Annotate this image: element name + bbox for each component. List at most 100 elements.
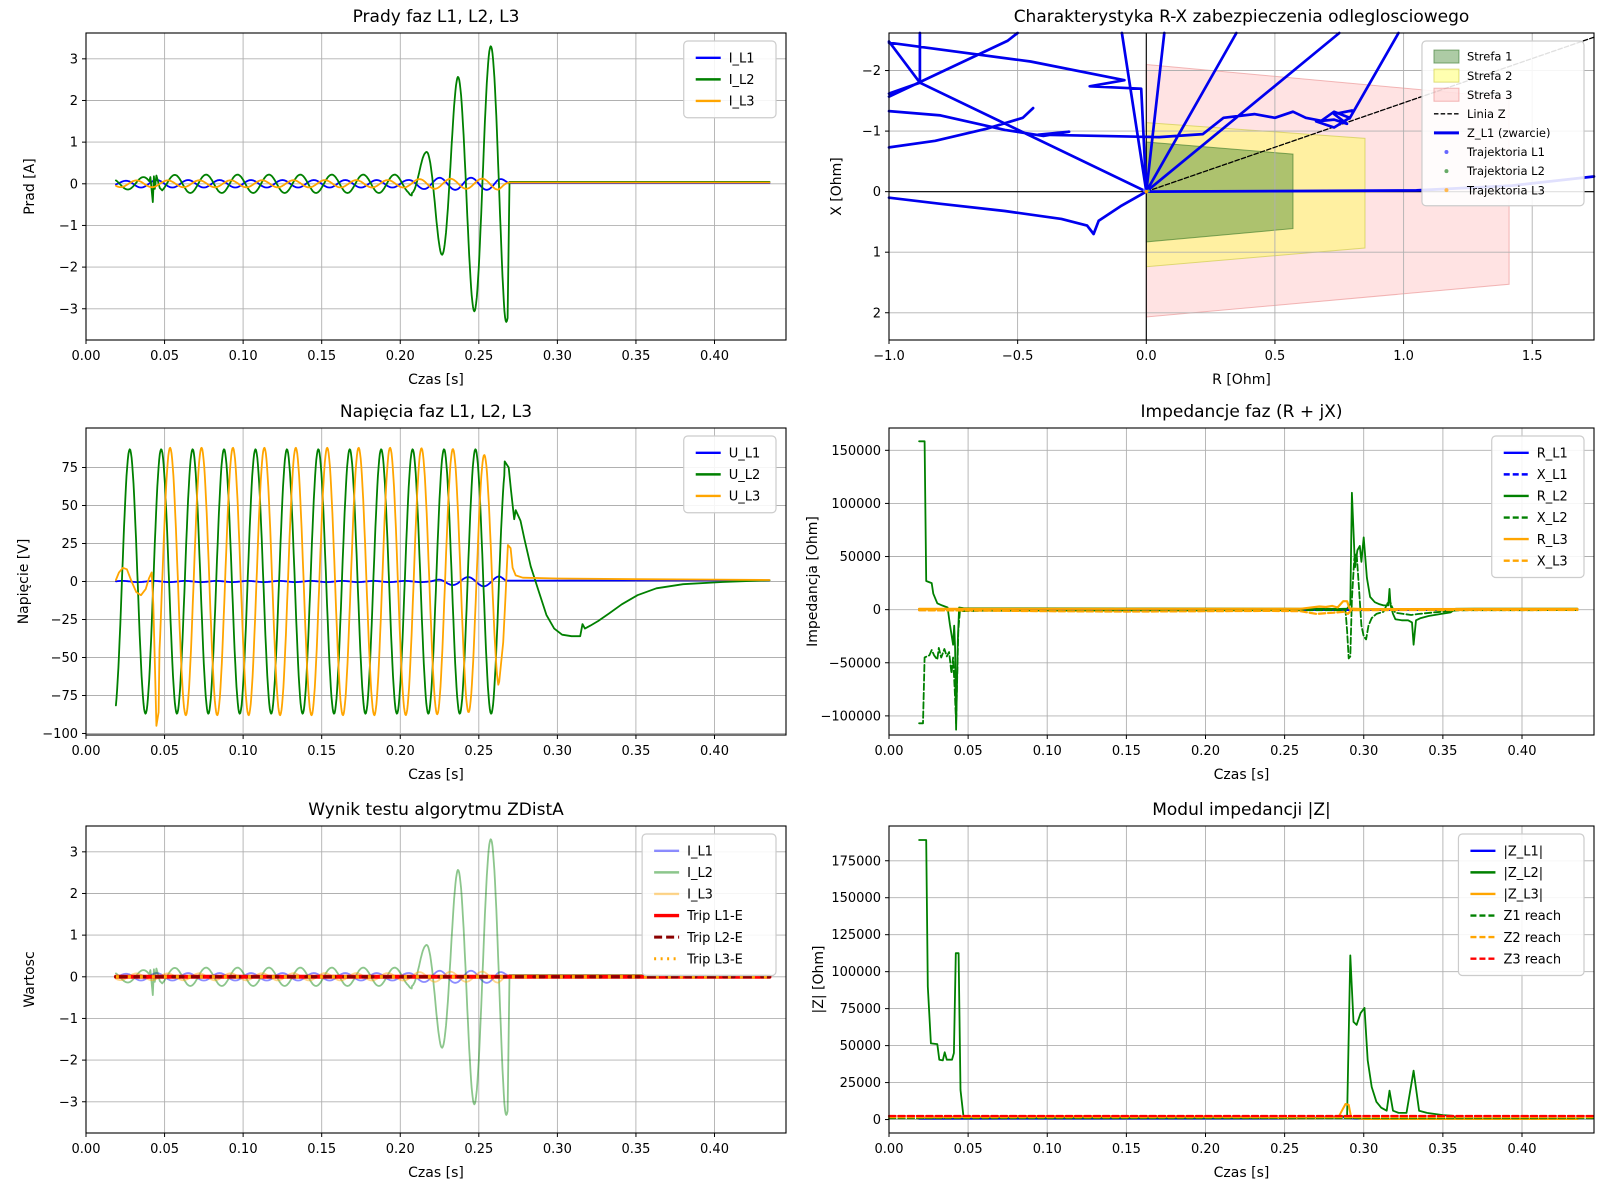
x-tick-label: 0.25 [464,744,493,759]
axes-frame [889,428,1594,735]
legend-label: Linia Z [1467,107,1506,121]
legend: R_L1X_L1R_L2X_L2R_L3X_L3 [1492,436,1584,577]
x-tick-label: 0.05 [954,1142,983,1157]
legend-label: Trajektoria L3 [1466,183,1545,197]
y-tick-label: 150000 [831,891,881,906]
y-axis-label: Wartosc [22,951,38,1007]
y-tick-label: 2 [70,94,78,109]
legend-label: I_L1 [729,51,755,66]
chart-title: Napięcia faz L1, L2, L3 [340,402,532,422]
x-tick-label: 0.40 [700,744,729,759]
y-tick-label: 50 [61,499,78,514]
x-tick-label: 0.35 [621,1142,650,1157]
y-tick-label: −50000 [829,656,881,671]
legend-label: Z3 reach [1503,952,1561,967]
y-tick-label: 100000 [831,965,881,980]
trajektoria-l3-dot [1144,190,1148,194]
x-axis-label: Czas [s] [408,1165,464,1181]
y-tick-label: 50000 [840,550,881,565]
x-tick-label: 0.30 [543,349,572,364]
legend-swatch-dot [1444,169,1448,173]
x-tick-label: 0.15 [1112,1142,1141,1157]
x-tick-label: 0.10 [1033,1142,1062,1157]
x-tick-label: 0.05 [954,744,983,759]
y-tick-label: 175000 [831,854,881,869]
legend-label: I_L3 [687,888,713,903]
y-tick-label: −1 [59,1012,78,1027]
x-tick-label: 0.25 [464,1142,493,1157]
legend-label: U_L1 [729,446,761,461]
y-axis-label: Prad [A] [22,158,38,214]
chart-title: Modul impedancji |Z| [1152,800,1331,820]
x-tick-label: 0.10 [1033,744,1062,759]
y-tick-label: 100000 [831,497,881,512]
series-R_L2 [919,441,1577,729]
legend-label: |Z_L3| [1503,888,1543,903]
x-tick-label: 0.20 [386,744,415,759]
legend-label: I_L3 [729,95,755,110]
y-tick-label: 25 [61,537,78,552]
y-tick-label: −25 [51,613,78,628]
chart-title: Charakterystyka R-X zabezpieczenia odleg… [1014,7,1470,27]
grid [889,428,1594,735]
x-tick-label: 0.25 [464,349,493,364]
chart-title: Impedancje faz (R + jX) [1141,402,1343,422]
legend-swatch-patch [1434,88,1459,101]
y-tick-label: 0 [873,185,881,200]
y-tick-label: 25000 [840,1076,881,1091]
series-X_L2 [919,553,1577,723]
x-tick-label: 0.0 [1136,349,1157,364]
legend-swatch-dot [1444,150,1448,154]
x-tick-label: 0.10 [229,744,258,759]
legend: I_L1 I_L2 I_L3 [684,41,776,118]
legend-box [1422,41,1584,206]
legend-label: I_L2 [729,73,755,88]
y-axis-label: |Z| [Ohm] [811,946,827,1014]
legend-label: Trip L3-E [686,952,743,967]
y-axis-label: X [Ohm] [829,157,845,216]
x-tick-label: 0.15 [1112,744,1141,759]
chart-title: Prady faz L1, L2, L3 [353,7,520,27]
legend-label: |Z_L1| [1503,844,1543,859]
y-tick-label: −3 [59,302,78,317]
x-tick-label: 0.20 [386,349,415,364]
legend-label: Trajektoria L2 [1466,164,1545,178]
y-tick-label: −1 [862,125,881,140]
legend-label: Strefa 1 [1467,50,1512,64]
x-tick-label: 0.30 [1349,1142,1378,1157]
x-tick-label: 0.10 [229,1142,258,1157]
series-U_L1 [116,576,770,586]
x-axis-label: Czas [s] [408,767,464,783]
y-tick-label: −100 [42,727,78,742]
x-tick-label: 0.5 [1265,349,1286,364]
chart-title: Wynik testu algorytmu ZDistA [308,800,564,820]
x-tick-label: 0.00 [72,1142,101,1157]
y-tick-label: 2 [873,306,881,321]
legend: U_L1U_L2U_L3 [684,436,776,513]
legend-label: Trajektoria L1 [1466,145,1545,159]
legend-label: Z_L1 (zwarcie) [1467,126,1551,140]
y-axis-label: Impedancja [Ohm] [805,516,821,647]
x-tick-label: 0.25 [1270,1142,1299,1157]
legend-label: R_L2 [1537,490,1568,505]
legend-label: Strefa 3 [1467,88,1512,102]
x-tick-label: 0.00 [875,1142,904,1157]
y-tick-label: −2 [59,261,78,276]
x-axis-label: Czas [s] [1214,1165,1270,1181]
y-tick-label: 50000 [840,1039,881,1054]
y-tick-label: 2 [70,887,78,902]
legend-label: U_L2 [729,468,761,483]
y-tick-label: −1 [59,219,78,234]
y-axis-label: Napięcie [V] [16,539,32,625]
y-tick-label: −50 [51,651,78,666]
x-tick-label: 0.20 [1191,1142,1220,1157]
x-tick-label: 0.40 [1508,744,1537,759]
